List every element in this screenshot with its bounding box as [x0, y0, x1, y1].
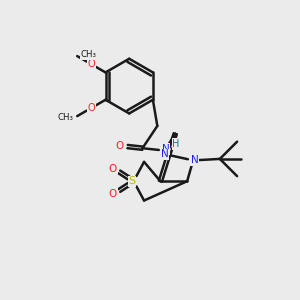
- Text: O: O: [109, 189, 117, 199]
- Text: N: N: [162, 144, 170, 154]
- Text: S: S: [129, 176, 136, 186]
- Text: O: O: [109, 164, 117, 174]
- Text: O: O: [88, 103, 95, 113]
- Text: CH₃: CH₃: [58, 113, 74, 122]
- Text: O: O: [88, 59, 95, 69]
- Text: N: N: [191, 155, 199, 165]
- Text: CH₃: CH₃: [81, 50, 97, 59]
- Text: H: H: [172, 139, 180, 149]
- Text: O: O: [116, 141, 124, 151]
- Text: N: N: [161, 149, 169, 160]
